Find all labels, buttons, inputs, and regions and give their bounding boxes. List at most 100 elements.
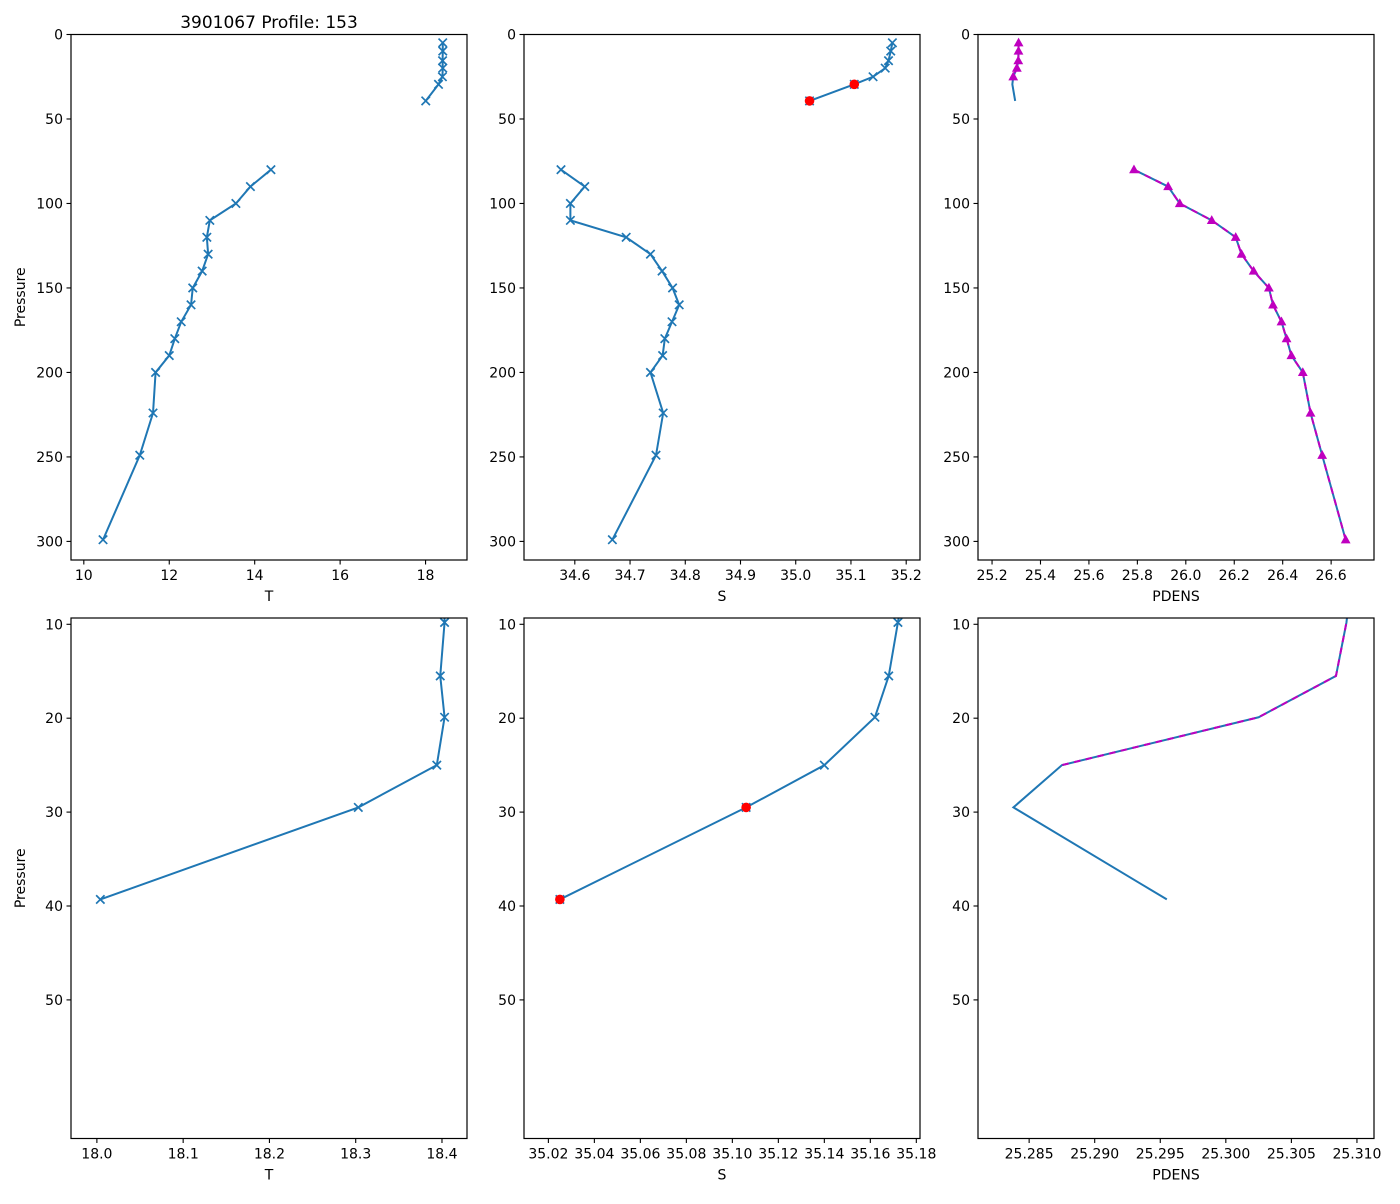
x-axis-label: PDENS — [1152, 1168, 1200, 1184]
plot-area — [1011, 618, 1348, 901]
x-tick-label: 34.9 — [725, 568, 756, 584]
triangle-marker — [1174, 198, 1185, 208]
x-tick-label: 26.2 — [1219, 568, 1250, 584]
x-marker — [197, 266, 207, 276]
y-tick-label: 150 — [36, 281, 63, 297]
plot-area — [1008, 37, 1351, 544]
y-tick-label: 150 — [489, 281, 516, 297]
triangle-marker — [1230, 232, 1241, 241]
y-tick-label: 100 — [943, 196, 970, 212]
plot-area — [556, 37, 898, 545]
y-tick-label: 200 — [489, 365, 516, 381]
x-axis-label: PDENS — [1152, 589, 1200, 605]
y-axis: 0 50 100 150 200 250 300 — [36, 28, 71, 550]
y-tick-label: 100 — [36, 196, 63, 212]
x-marker — [98, 534, 108, 545]
triangle-marker — [1297, 367, 1308, 377]
x-marker — [565, 198, 576, 209]
x-tick-label: 14 — [246, 568, 264, 584]
triangle-marker — [1206, 215, 1217, 224]
flagged-point-marker — [741, 802, 751, 813]
plot-area — [95, 572, 450, 905]
profile-line — [1011, 618, 1348, 901]
good-data-line — [1133, 168, 1347, 540]
plot-temperature-full: 10 12 14 16 18 0 50 100 150 200 250 300 T Pressure — [13, 28, 468, 605]
y-tick-label: 40 — [45, 899, 63, 915]
x-axis: 34.6 34.7 34.8 34.9 35.0 35.1 35.2 — [559, 560, 922, 584]
x-axis-label: T — [264, 589, 274, 605]
x-tick-label: 12 — [160, 568, 178, 584]
x-tick-label: 35.14 — [804, 1147, 844, 1163]
x-marker — [645, 249, 656, 259]
x-tick-label: 34.7 — [614, 568, 645, 584]
y-tick-label: 50 — [952, 993, 970, 1009]
x-tick-label: 18 — [417, 568, 435, 584]
x-tick-label: 25.295 — [1136, 1147, 1185, 1163]
y-tick-label: 50 — [952, 112, 970, 128]
axes: 10 12 14 16 18 0 50 100 150 200 250 300 T Pressure — [13, 28, 468, 605]
y-axis: 0 50 100 150 200 250 300 — [489, 28, 524, 550]
x-marker — [657, 266, 667, 276]
x-axis: 25.285 25.290 25.295 25.300 25.305 25.310 — [1005, 1138, 1381, 1163]
x-marker — [607, 534, 618, 545]
x-marker — [148, 408, 158, 418]
x-tick-label: 18.1 — [168, 1147, 199, 1163]
profile-line — [102, 168, 272, 541]
x-marker — [667, 316, 677, 327]
x-marker — [186, 300, 196, 310]
axes: 25.2 25.4 25.6 25.8 26.0 26.2 26.4 26.6 0 50 100 15… — [943, 28, 1375, 605]
triangle-marker — [1276, 316, 1287, 326]
axes-spines — [70, 617, 468, 1140]
triangle-marker — [1263, 282, 1274, 292]
y-tick-label: 10 — [952, 617, 970, 633]
x-tick-label: 35.10 — [712, 1147, 752, 1163]
x-marker — [266, 164, 276, 175]
x-marker — [176, 316, 187, 327]
flagged-point-marker — [849, 79, 860, 90]
x-tick-label: 35.08 — [666, 1147, 706, 1163]
x-tick-label: 26.6 — [1316, 568, 1347, 584]
x-marker — [231, 198, 241, 209]
profile-line — [560, 168, 681, 541]
x-marker — [819, 760, 830, 770]
profile-line — [559, 618, 900, 901]
x-marker — [202, 232, 212, 243]
plot-pdens-full: 25.2 25.4 25.6 25.8 26.0 26.2 26.4 26.6 0 50 100 15… — [943, 28, 1375, 605]
x-marker — [885, 46, 896, 56]
axes-spines — [523, 617, 921, 1140]
y-tick-label: 10 — [498, 617, 516, 633]
triangle-marker — [1236, 248, 1247, 258]
triangle-marker — [1340, 534, 1351, 544]
x-tick-label: 25.4 — [1025, 568, 1056, 584]
x-marker — [440, 572, 448, 580]
x-tick-label: 25.310 — [1332, 1147, 1381, 1163]
axes: 18.0 18.1 18.2 18.3 18.4 10 20 30 40 50 T Pressure — [13, 617, 468, 1184]
x-marker — [579, 181, 590, 192]
y-tick-label: 40 — [952, 899, 970, 915]
plot-area — [98, 37, 448, 545]
y-tick-label: 30 — [952, 805, 970, 821]
x-marker — [433, 79, 444, 90]
axes: 34.6 34.7 34.8 34.9 35.0 35.1 35.2 0 50 100 150 200… — [489, 28, 922, 606]
axes: 25.285 25.290 25.295 25.300 25.305 25.310 10 20… — [952, 617, 1381, 1183]
y-axis-label: Pressure — [13, 848, 29, 908]
y-tick-label: 50 — [45, 993, 63, 1009]
x-tick-label: 18.4 — [426, 1147, 457, 1163]
x-axis: 25.2 25.4 25.6 25.8 26.0 26.2 26.4 26.6 — [976, 560, 1347, 584]
axes-spines — [70, 33, 468, 561]
triangle-marker — [1286, 350, 1297, 360]
y-axis: 10 20 30 40 50 — [498, 617, 524, 1009]
y-tick-label: 30 — [45, 805, 63, 821]
x-tick-label: 25.6 — [1073, 568, 1104, 584]
x-tick-label: 34.8 — [670, 568, 701, 584]
x-tick-label: 16 — [331, 568, 349, 584]
x-marker — [893, 618, 903, 628]
x-marker — [170, 333, 180, 344]
y-tick-label: 300 — [36, 534, 63, 550]
y-tick-label: 200 — [943, 365, 970, 381]
figure-title: 3901067 Profile: 153 — [180, 13, 358, 33]
x-tick-label: 26.4 — [1267, 568, 1298, 584]
good-data-line — [1061, 618, 1348, 767]
x-marker — [658, 408, 668, 418]
